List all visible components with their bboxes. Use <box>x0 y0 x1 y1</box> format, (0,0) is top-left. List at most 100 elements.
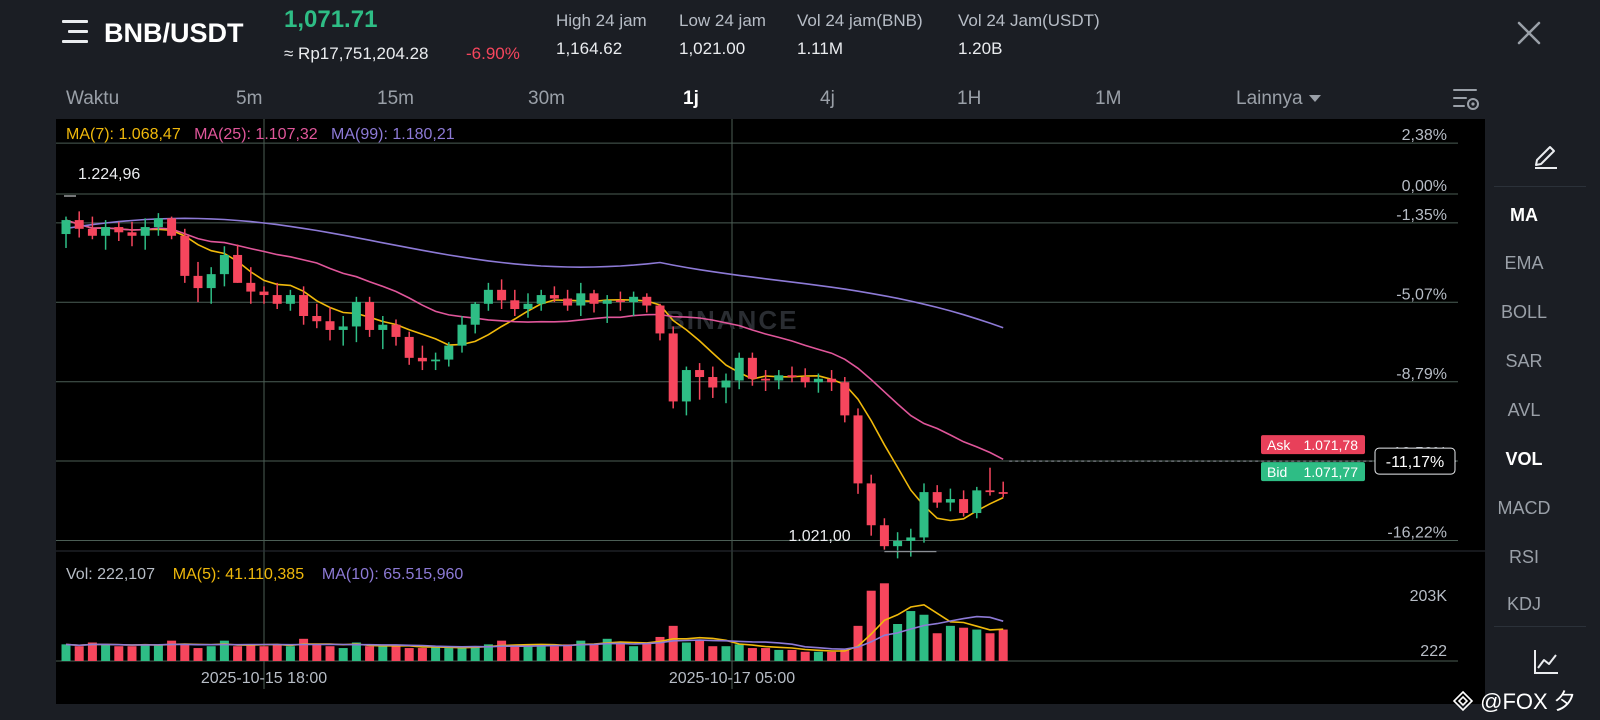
candle-body <box>695 370 705 378</box>
close-icon[interactable] <box>1516 20 1542 46</box>
volume-bar <box>615 642 625 661</box>
volume-bar <box>879 583 889 661</box>
candle-body <box>510 300 520 310</box>
draw-pen-icon[interactable] <box>1531 140 1561 170</box>
volume-bar <box>695 640 705 661</box>
price-axis-label: -8,79% <box>1396 366 1447 383</box>
vol-bnb-label: Vol 24 jam(BNB) <box>797 11 923 30</box>
volume-bar <box>483 644 493 661</box>
indicator-avl[interactable]: AVL <box>1507 400 1541 420</box>
candle-body <box>629 296 639 303</box>
vol-bnb-value: 1.11M <box>797 39 843 58</box>
indicator-ma[interactable]: MA <box>1510 205 1538 225</box>
time-axis-label: 2025-10-17 05:00 <box>669 670 795 687</box>
price-axis-label: -1,35% <box>1396 207 1447 224</box>
volume-bar <box>61 644 71 661</box>
volume-bar <box>457 648 467 661</box>
volume-bar <box>246 644 256 661</box>
volume-bar <box>549 646 559 661</box>
line-chart-icon[interactable] <box>1531 647 1561 677</box>
volume-bar <box>206 646 216 661</box>
candle-body <box>681 370 691 402</box>
volume-ma10-line <box>65 615 1004 651</box>
tab-4j[interactable]: 4j <box>820 88 835 109</box>
volume-bar <box>233 646 243 661</box>
candle-body <box>523 303 533 310</box>
tab-1h[interactable]: 1H <box>957 88 982 109</box>
current-pct-box <box>1374 447 1456 475</box>
volume-bar <box>866 590 876 661</box>
tab-5m[interactable]: 5m <box>236 88 263 109</box>
candle-body <box>787 375 797 378</box>
tab-30m[interactable]: 30m <box>528 88 565 109</box>
volume-bar <box>985 633 995 661</box>
volume-bar <box>959 627 969 661</box>
tab-1j[interactable]: 1j <box>683 88 699 109</box>
candle-body <box>840 382 850 416</box>
volume-bar <box>338 648 348 661</box>
indicator-kdj-label: KDJ <box>1506 594 1541 612</box>
indicator-sar[interactable]: SAR <box>1505 351 1543 371</box>
indicator-ema[interactable]: EMA <box>1504 253 1544 273</box>
candle-body <box>576 293 586 306</box>
chart-area[interactable]: 2,38%0,00%-1,35%-5,07%-8,79%-12,50%-16,2… <box>56 119 1485 704</box>
pair-title[interactable]: BNB/USDT <box>104 18 244 48</box>
fiat-price: ≈ Rp17,751,204.28 <box>284 44 429 63</box>
candle-body <box>470 303 480 325</box>
candle-body <box>74 220 84 229</box>
menu-icon[interactable] <box>62 20 92 44</box>
tab-15m[interactable]: 15m <box>377 88 414 109</box>
volume-bar <box>74 646 84 661</box>
ma25-label: MA(25): 1.107,32 <box>194 126 318 143</box>
volume-bar <box>219 640 229 661</box>
indicator-vol[interactable]: VOL <box>1505 449 1543 469</box>
volume-bar <box>589 644 599 661</box>
binance-diamond-icon <box>1452 690 1474 712</box>
chart-settings-icon[interactable] <box>1452 86 1480 112</box>
candle-body <box>338 326 348 330</box>
volume-bar <box>272 644 282 661</box>
tab-more[interactable]: Lainnya <box>1236 88 1321 110</box>
candle-body <box>180 235 190 276</box>
volume-bar <box>945 625 955 661</box>
volume-bar <box>391 646 401 661</box>
volume-bar <box>404 648 414 661</box>
volume-bar <box>787 649 797 661</box>
volume-bar <box>708 646 718 661</box>
indicator-macd[interactable]: MACD <box>1497 498 1551 518</box>
candle-body <box>431 359 441 362</box>
candle-body <box>114 227 124 233</box>
candle-body <box>61 220 71 235</box>
candle-body <box>853 415 863 484</box>
ask-tag <box>1261 435 1365 455</box>
indicator-kdj[interactable]: KDJ <box>1484 594 1564 612</box>
candle-body <box>589 293 599 304</box>
volume-bar <box>576 640 586 661</box>
indicator-boll[interactable]: BOLL <box>1500 302 1548 322</box>
volume-bar <box>101 644 111 661</box>
candle-body <box>299 295 309 316</box>
candle-body <box>206 274 216 289</box>
volume-bar <box>312 644 322 661</box>
volume-bar <box>193 648 203 661</box>
high-24h-label: High 24 jam <box>556 11 647 30</box>
volume-bar <box>167 640 177 661</box>
tab-1m[interactable]: 1M <box>1095 88 1122 109</box>
volume-bar <box>734 644 744 661</box>
candle-body <box>985 490 995 493</box>
indicator-rsi[interactable]: RSI <box>1508 547 1539 567</box>
price-axis-label: 0,00% <box>1402 178 1447 195</box>
volume-bar <box>431 646 441 661</box>
candle-body <box>800 377 810 383</box>
ma25-line <box>65 219 1004 461</box>
candle-body <box>312 315 322 322</box>
vol-usdt-label: Vol 24 Jam(USDT) <box>958 11 1100 30</box>
candle-body <box>668 333 678 402</box>
tab-waktu[interactable]: Waktu <box>66 88 120 109</box>
candle-body <box>761 378 771 381</box>
candle-body <box>259 291 269 296</box>
candle-body <box>497 289 507 301</box>
volume-bar <box>747 648 757 661</box>
candlestick-chart[interactable]: 2,38%0,00%-1,35%-5,07%-8,79%-12,50%-16,2… <box>56 119 1485 704</box>
candle-body <box>153 218 163 228</box>
